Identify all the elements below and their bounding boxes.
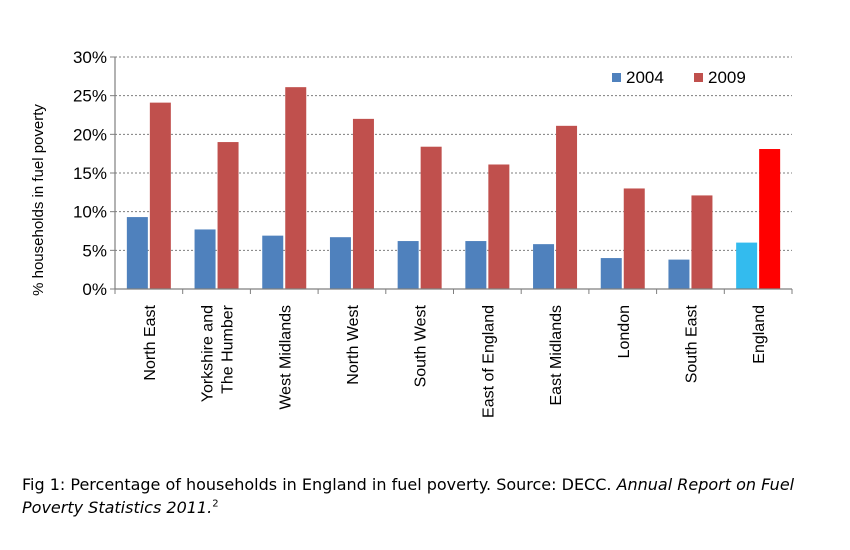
bar-2009 — [420, 146, 442, 289]
bar-2004 — [194, 229, 216, 289]
gridlines — [115, 56, 792, 251]
x-tick-label: North West — [345, 304, 362, 384]
bar-2009 — [556, 125, 578, 290]
legend-label-2004: 2004 — [626, 68, 664, 87]
bar-2009 — [149, 102, 171, 289]
caption-text: Fig 1: Percentage of households in Engla… — [22, 475, 617, 494]
bar-2004 — [600, 258, 622, 289]
bar-2004 — [397, 241, 419, 289]
bar-2009 — [623, 188, 645, 289]
y-tick-label: 5% — [82, 241, 107, 260]
x-tick-label: East Midlands — [548, 305, 565, 406]
x-tick-label: West Midlands — [277, 305, 294, 410]
legend-label-2009: 2009 — [708, 68, 746, 87]
bar-2004 — [668, 259, 690, 289]
caption-italic-title: Annual Report on Fuel Poverty Statistics… — [22, 475, 795, 517]
x-tick-labels: North East Yorkshire and The Humber West Mi… — [142, 304, 768, 418]
bar-2009 — [488, 164, 510, 289]
bar-2009 — [217, 142, 239, 289]
axes — [110, 56, 793, 294]
x-tick-label: East of England — [480, 305, 497, 418]
y-tick-label: 25% — [73, 87, 107, 106]
x-tick-label: Yorkshire and The Humber — [200, 304, 237, 402]
bars — [126, 87, 781, 290]
bar-2004 — [262, 235, 284, 289]
x-tick-label: London — [616, 305, 633, 358]
y-tick-labels: 0% 5% 10% 15% 20% 25% 30% — [73, 48, 107, 299]
y-axis-label: % households in fuel poverty — [30, 104, 47, 296]
bar-2009 — [285, 87, 307, 289]
bar-2009 — [352, 118, 374, 289]
caption-footnote: 2 — [212, 498, 219, 510]
bar-2004 — [533, 244, 555, 289]
bar-2009 — [759, 149, 781, 289]
figure-caption: Fig 1: Percentage of households in Engla… — [22, 473, 832, 519]
x-tick-label: South East — [683, 304, 700, 383]
legend: 2004 2009 — [612, 68, 746, 87]
legend-swatch-2009 — [694, 73, 703, 82]
x-tick-label: England — [751, 305, 768, 364]
bar-2009 — [691, 195, 713, 289]
bar-2004 — [126, 217, 148, 289]
bar-2004 — [465, 241, 487, 289]
y-tick-label: 10% — [73, 203, 107, 222]
legend-swatch-2004 — [612, 73, 621, 82]
y-tick-label: 15% — [73, 164, 107, 183]
x-tick-label: North East — [142, 304, 159, 380]
bar-chart: 0% 5% 10% 15% 20% 25% 30% North East Yorkshire … — [30, 48, 793, 418]
y-tick-label: 0% — [82, 280, 107, 299]
x-tick-label: South West — [413, 304, 430, 387]
bar-2004 — [736, 242, 758, 289]
y-tick-label: 20% — [73, 125, 107, 144]
bar-2004 — [329, 237, 351, 289]
y-tick-label: 30% — [73, 48, 107, 67]
